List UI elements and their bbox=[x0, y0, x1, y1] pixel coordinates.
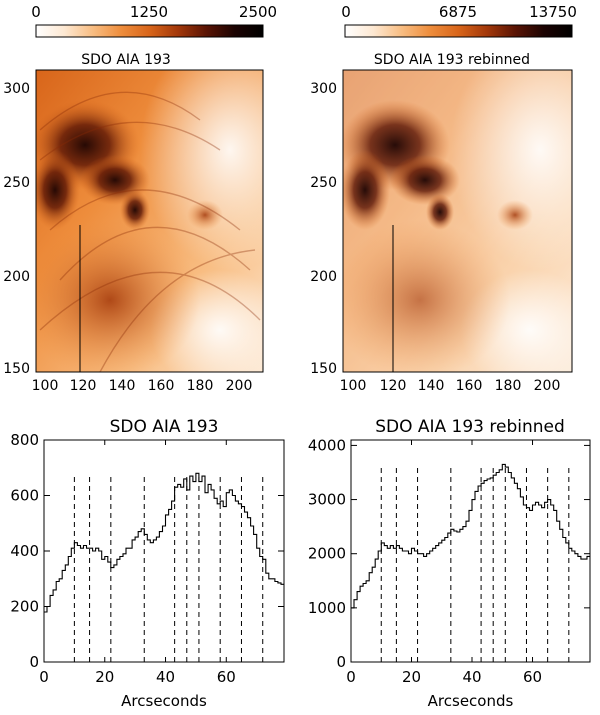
left-image-ytick: 300 bbox=[3, 81, 30, 97]
left-image-xtick: 160 bbox=[148, 378, 175, 394]
left-xtick-label: 0 bbox=[39, 668, 49, 686]
right-colorbar-tick-1: 6875 bbox=[439, 3, 477, 21]
right-image-title: SDO AIA 193 rebinned bbox=[374, 52, 530, 68]
right-image-ytick: 200 bbox=[310, 269, 337, 285]
left-profile-line bbox=[44, 472, 284, 613]
right-xtick-label: 40 bbox=[462, 668, 481, 686]
right-ytick-label: 4000 bbox=[308, 436, 346, 454]
right-xtick-label: 0 bbox=[346, 668, 356, 686]
left-image-frame bbox=[35, 69, 264, 373]
right-colorbar-tick-2: 13750 bbox=[529, 3, 577, 21]
left-plot-title: SDO AIA 193 bbox=[110, 417, 219, 437]
right-ytick-label: 2000 bbox=[308, 545, 346, 563]
left-colorbar-tick-0: 0 bbox=[31, 3, 41, 21]
left-xlabel: Arcseconds bbox=[121, 692, 207, 710]
right-image-frame bbox=[342, 69, 573, 373]
right-colorbar-bar bbox=[344, 24, 573, 38]
left-xtick-label: 60 bbox=[217, 668, 236, 686]
left-ytick-label: 0 bbox=[29, 653, 39, 671]
left-ytick-label: 200 bbox=[10, 598, 39, 616]
right-image-xaxis: 100 120 140 160 180 200 bbox=[340, 378, 561, 394]
left-image-xtick: 140 bbox=[109, 378, 136, 394]
left-image-xaxis: 100 120 140 160 180 200 bbox=[32, 378, 253, 394]
left-ytick-label: 400 bbox=[10, 542, 39, 560]
left-colorbar-bar bbox=[35, 24, 264, 38]
right-plot-title: SDO AIA 193 rebinned bbox=[375, 417, 565, 437]
right-profile-plot: SDO AIA 193 rebinned 0 20 40 60 0 1000 2000 3000… bbox=[308, 417, 591, 710]
left-colorbar-tick-1: 1250 bbox=[130, 3, 168, 21]
left-ytick-label: 600 bbox=[10, 487, 39, 505]
left-image-ytick: 150 bbox=[3, 361, 30, 377]
left-image-xtick: 200 bbox=[226, 378, 253, 394]
right-image-ytick: 250 bbox=[310, 175, 337, 191]
right-image-ytick: 150 bbox=[310, 361, 337, 377]
right-image-yaxis: 300 250 200 150 bbox=[310, 81, 337, 377]
right-image-panel: 0 6875 13750 SDO AIA 193 rebinned 100 12… bbox=[310, 3, 577, 394]
left-ytick-label: 800 bbox=[10, 431, 39, 449]
right-profile-line bbox=[351, 463, 590, 609]
left-colorbar-tick-2: 2500 bbox=[239, 3, 277, 21]
right-xtick-label: 60 bbox=[523, 668, 542, 686]
right-image-xtick: 180 bbox=[495, 378, 522, 394]
right-image-xtick: 100 bbox=[340, 378, 367, 394]
left-image-ytick: 200 bbox=[3, 269, 30, 285]
right-image-xtick: 140 bbox=[418, 378, 445, 394]
left-image-ytick: 250 bbox=[3, 175, 30, 191]
right-solar-image bbox=[343, 70, 572, 372]
left-image-yaxis: 300 250 200 150 bbox=[3, 81, 30, 377]
right-ytick-label: 1000 bbox=[308, 599, 346, 617]
left-image-xtick: 120 bbox=[70, 378, 97, 394]
left-image-panel: 0 1250 2500 SDO AIA 193 bbox=[3, 3, 277, 394]
left-image-xtick: 100 bbox=[32, 378, 59, 394]
right-image-xtick: 200 bbox=[534, 378, 561, 394]
left-image-xtick: 180 bbox=[187, 378, 214, 394]
right-colorbar-tick-0: 0 bbox=[341, 3, 351, 21]
right-ytick-label: 3000 bbox=[308, 491, 346, 509]
right-xtick-label: 20 bbox=[402, 668, 421, 686]
right-ytick-label: 0 bbox=[336, 653, 346, 671]
left-image-title: SDO AIA 193 bbox=[81, 52, 171, 68]
left-colorbar: 0 1250 2500 bbox=[31, 3, 277, 38]
left-xtick-label: 20 bbox=[95, 668, 114, 686]
left-plot-frame bbox=[43, 439, 285, 663]
right-colorbar: 0 6875 13750 bbox=[341, 3, 577, 38]
right-image-ytick: 300 bbox=[310, 81, 337, 97]
right-xlabel: Arcseconds bbox=[428, 692, 514, 710]
right-image-xtick: 160 bbox=[456, 378, 483, 394]
left-solar-image bbox=[36, 70, 263, 372]
left-xtick-label: 40 bbox=[156, 668, 175, 686]
right-image-xtick: 120 bbox=[380, 378, 407, 394]
right-plot-frame bbox=[350, 439, 591, 663]
